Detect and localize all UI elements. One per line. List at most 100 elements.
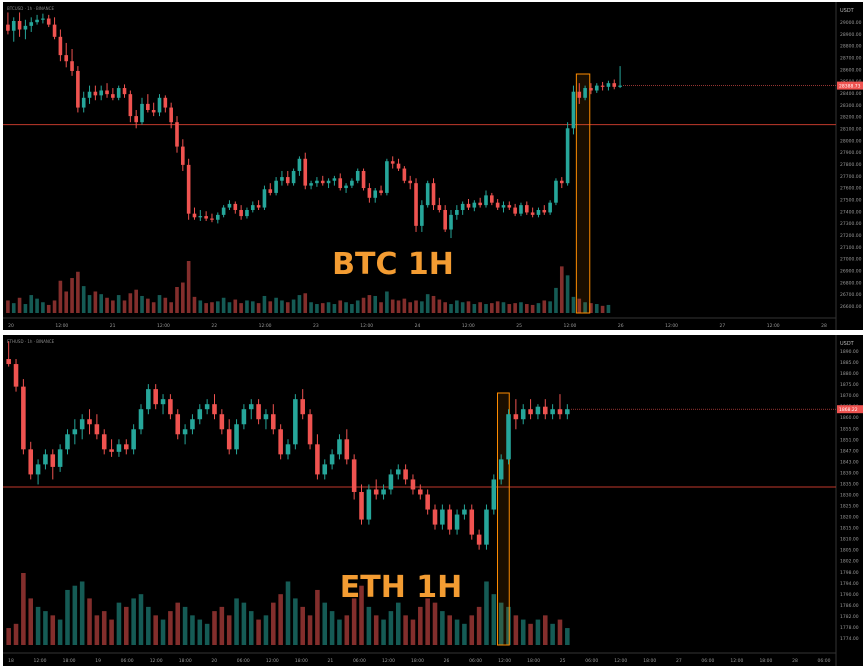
y-tick-label: 1802.00 [840,559,859,565]
volume-bar [395,602,401,645]
candle-body [138,409,144,430]
y-tick-label: 27500.00 [840,198,862,204]
candle-body [390,161,395,164]
candle-body [454,514,460,530]
candle-body [498,459,504,480]
candle-body [43,454,48,465]
candle-body [420,205,424,226]
candle-body [589,88,593,91]
candle-body [221,207,226,215]
candle-body [519,205,523,214]
volume-bar [94,615,100,645]
y-tick-label: 1847.00 [840,448,859,454]
volume-bar [168,611,173,645]
volume-bar [454,619,460,645]
candle-body [350,180,354,186]
volume-bar [58,280,63,313]
candle-body [212,404,217,415]
volume-bar [326,302,331,313]
volume-bar [600,305,605,313]
candle-body [175,414,181,435]
candle-body [151,110,156,113]
volume-bar [455,300,459,313]
candle-body [606,83,611,87]
candle-body [355,170,360,181]
candle-body [192,213,197,218]
volume-bar [420,301,424,313]
volume-bar [344,302,348,313]
volume-bar [197,619,203,645]
candle-body [315,180,319,184]
candle-body [146,389,151,410]
candle-body [111,94,115,98]
candle-body [204,404,210,410]
candle-body [300,399,305,415]
last-price-tag [837,81,863,90]
candle-body [490,195,494,203]
candle-body [565,128,570,184]
y-tick-label: 28800.00 [840,44,862,50]
x-tick-label: 06:00 [353,658,366,664]
candle-body [571,91,576,129]
candle-body [501,205,506,208]
candle-body [268,189,273,193]
candle-body [271,414,276,430]
volume-bar [565,275,570,313]
volume-bar [105,297,109,313]
y-tick-label: 1880.00 [840,371,859,377]
volume-bar [315,589,320,645]
volume-bar [13,623,19,645]
volume-bar [396,300,401,313]
volume-bar [583,302,587,313]
candle-body [285,444,291,455]
volume-bar [234,598,239,645]
candle-body [293,399,298,445]
x-tick-label: 12:00 [259,323,272,329]
candle-body [233,203,238,210]
volume-bar [219,606,225,645]
candle-body [418,489,423,495]
candle-body [262,189,267,208]
volume-bar [359,585,364,645]
volume-bar [530,304,535,313]
chart-title-label: BTC 1H [332,247,454,282]
volume-bar [425,598,430,645]
currency-label: USDT [840,8,855,14]
y-tick-label: 28300.00 [840,103,862,109]
candle-body [35,464,41,475]
x-tick-label: 21 [110,323,116,329]
candle-body [70,61,74,71]
volume-bar [571,296,576,313]
volume-bar [309,302,313,313]
candle-body [337,439,342,455]
candle-body [52,24,57,37]
volume-bar [466,301,471,313]
candle-body [344,185,348,189]
y-tick-label: 26900.00 [840,269,862,275]
x-tick-label: 06:00 [237,658,250,664]
y-tick-label: 1805.00 [840,548,859,554]
volume-bar [64,291,69,313]
candle-body [116,444,122,452]
candle-body [373,489,379,495]
candle-body [520,409,526,420]
candle-body [204,216,208,219]
y-tick-label: 1798.00 [840,570,859,576]
volume-bar [524,304,529,313]
candle-body [366,489,372,520]
btc-chart-panel: BTCUSD · 1h · BINANCE USDT 29000.00 28900.0… [3,2,863,330]
volume-bar [338,300,343,313]
candle-body [239,210,243,217]
candle-body [396,163,401,169]
volume-bar [204,623,210,645]
volume-bar [29,295,34,313]
last-price-tag-text: 1868.22 [839,407,858,413]
volume-bar [215,301,220,313]
y-tick-label: 26700.00 [840,292,862,298]
volume-bar [460,302,465,313]
y-tick-label: 1774.00 [840,636,859,642]
candle-body [163,97,168,108]
volume-bar [140,295,144,313]
candle-body [478,202,482,206]
y-tick-label: 28600.00 [840,67,862,73]
